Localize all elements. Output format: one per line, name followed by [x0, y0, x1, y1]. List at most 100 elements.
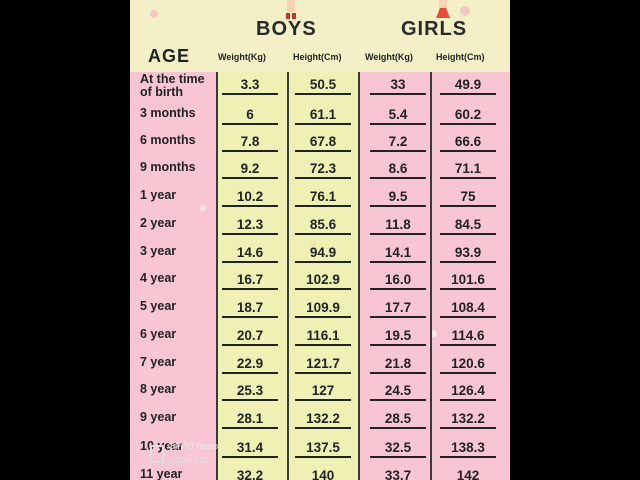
value-cell-boys-height: 137.5: [295, 440, 351, 458]
decor-dot: [460, 6, 470, 16]
value-text: 101.6: [451, 272, 485, 287]
value-text: 6: [246, 107, 254, 122]
value-text: 28.5: [384, 411, 412, 426]
boys-weight-header: Weight(Kg): [218, 52, 266, 62]
value-text: 138.3: [451, 440, 485, 455]
value-text: 114.6: [451, 328, 485, 343]
age-cell: 1 year: [140, 188, 177, 202]
value-text: 61.1: [309, 107, 337, 122]
age-cell: 5 year: [140, 299, 177, 313]
value-cell-boys-weight: 14.6: [222, 245, 278, 263]
underline: [440, 123, 496, 125]
value-text: 18.7: [236, 300, 264, 315]
value-text: 3.3: [240, 77, 260, 92]
underline: [222, 205, 278, 207]
age-cell: 7 year: [140, 355, 177, 369]
value-cell-girls-height: 60.2: [440, 107, 496, 125]
underline: [370, 316, 426, 318]
girl-illustration: [434, 0, 452, 20]
value-text: 120.6: [451, 356, 485, 371]
age-heading: AGE: [148, 46, 191, 66]
age-cell: 6 months: [140, 133, 196, 147]
underline: [440, 177, 496, 179]
value-cell-boys-weight: 10.2: [222, 189, 278, 207]
underline: [222, 372, 278, 374]
value-cell-boys-weight: 3.3: [222, 77, 278, 95]
value-text: 22.9: [236, 356, 264, 371]
value-cell-girls-height: 142: [440, 468, 496, 480]
table-row: 11 year 32.2 140 33.7 142: [130, 462, 510, 480]
underline: [222, 93, 278, 95]
table-row: 6 months 7.8 67.8 7.2 66.6: [130, 128, 510, 155]
underline: [440, 316, 496, 318]
value-text: 33: [390, 77, 406, 92]
table-row: 7 year 22.9 121.7 21.8 120.6: [130, 350, 510, 377]
value-cell-girls-height: 126.4: [440, 383, 496, 401]
table-row: 2 year 12.3 85.6 11.8 84.5: [130, 211, 510, 238]
value-text: 9.5: [388, 189, 408, 204]
value-cell-boys-height: 85.6: [295, 217, 351, 235]
underline: [295, 93, 351, 95]
value-text: 116.1: [306, 328, 340, 343]
decor-dot: [430, 330, 437, 337]
value-cell-girls-weight: 11.8: [370, 217, 426, 235]
value-text: 21.8: [384, 356, 412, 371]
value-cell-boys-height: 94.9: [295, 245, 351, 263]
value-cell-boys-height: 50.5: [295, 77, 351, 95]
underline: [440, 261, 496, 263]
underline: [370, 150, 426, 152]
boys-heading-text: BOYS: [256, 18, 317, 40]
value-text: 140: [311, 468, 335, 480]
value-text: 10.2: [236, 189, 264, 204]
table-row: 3 year 14.6 94.9 14.1 93.9: [130, 239, 510, 266]
value-cell-girls-height: 75: [440, 189, 496, 207]
underline: [295, 344, 351, 346]
underline: [295, 316, 351, 318]
value-cell-boys-weight: 22.9: [222, 356, 278, 374]
underline: [370, 427, 426, 429]
age-cell: 6 year: [140, 327, 177, 341]
decor-dot: [200, 205, 206, 211]
value-text: 67.8: [309, 134, 337, 149]
value-text: 84.5: [454, 217, 482, 232]
underline: [370, 261, 426, 263]
underline: [222, 399, 278, 401]
table-row: 3 months 6 61.1 5.4 60.2: [130, 101, 510, 128]
age-cell: At the time of birth: [140, 72, 205, 99]
underline: [370, 177, 426, 179]
underline: [370, 233, 426, 235]
underline: [440, 456, 496, 458]
table-row: 9 year 28.1 132.2 28.5 132.2: [130, 405, 510, 432]
underline: [295, 123, 351, 125]
underline: [295, 456, 351, 458]
table-row: At the time of birth 3.3 50.5 33 49.9: [130, 72, 510, 99]
value-cell-boys-height: 132.2: [295, 411, 351, 429]
value-text: 137.5: [306, 440, 340, 455]
value-text: 127: [311, 383, 335, 398]
value-cell-girls-height: 49.9: [440, 77, 496, 95]
age-cell: 2 year: [140, 216, 177, 230]
underline: [370, 123, 426, 125]
underline: [295, 288, 351, 290]
value-cell-boys-height: 72.3: [295, 161, 351, 179]
value-text: 5.4: [388, 107, 408, 122]
value-text: 17.7: [384, 300, 412, 315]
value-cell-boys-height: 116.1: [295, 328, 351, 346]
value-cell-boys-weight: 6: [222, 107, 278, 125]
value-cell-boys-weight: 9.2: [222, 161, 278, 179]
boy-illustration: [282, 0, 300, 20]
value-text: 93.9: [454, 245, 482, 260]
girls-heading-text: GIRLS: [401, 18, 468, 40]
watermark-brand: OPPO Reno: [168, 441, 219, 451]
underline: [295, 205, 351, 207]
value-cell-boys-height: 67.8: [295, 134, 351, 152]
value-text: 60.2: [454, 107, 482, 122]
girls-heading-highlight: [395, 39, 474, 47]
value-text: 94.9: [309, 245, 337, 260]
value-cell-boys-weight: 31.4: [222, 440, 278, 458]
value-cell-girls-weight: 9.5: [370, 189, 426, 207]
value-cell-girls-height: 120.6: [440, 356, 496, 374]
value-text: 72.3: [309, 161, 337, 176]
decor-dot: [150, 10, 158, 18]
boys-heading: BOYS: [250, 18, 323, 47]
